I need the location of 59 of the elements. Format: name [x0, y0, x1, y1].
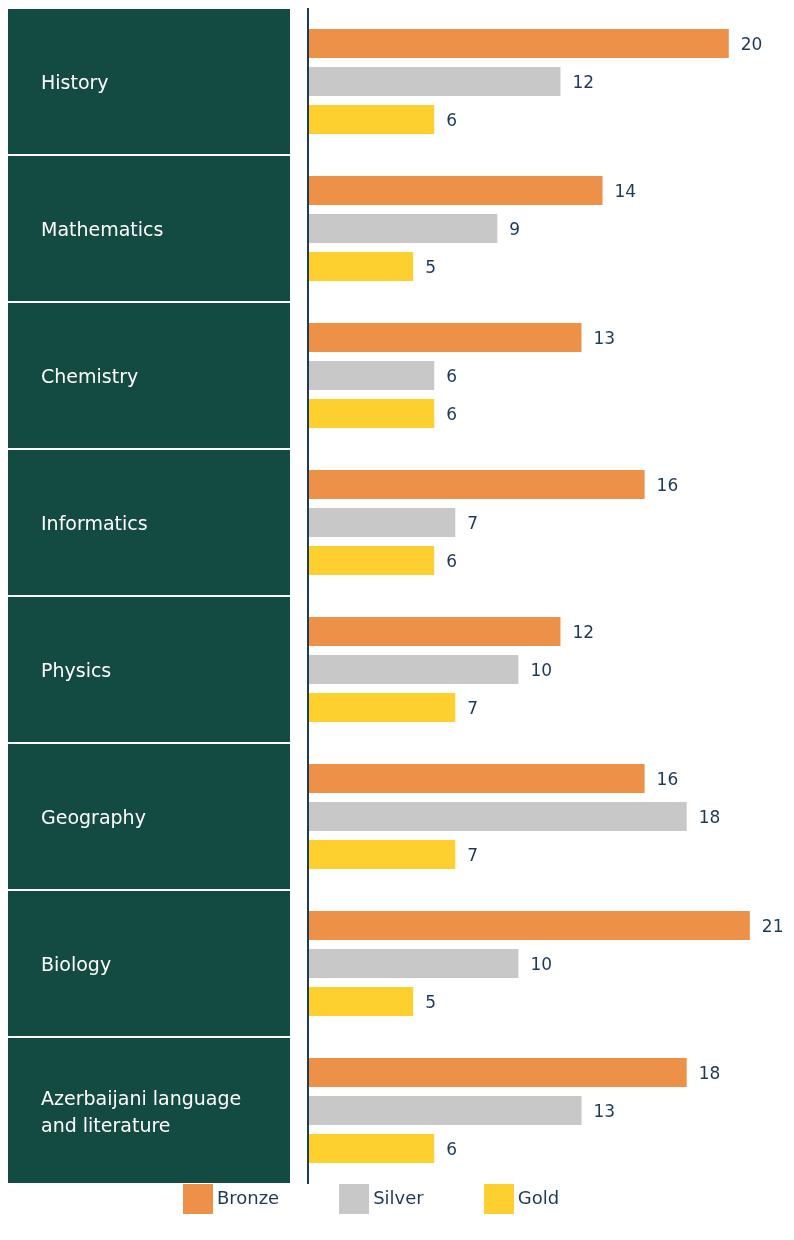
bar [308, 987, 414, 1016]
data-label: 20 [740, 33, 763, 54]
data-label: 6 [446, 1138, 458, 1159]
data-label: 16 [656, 768, 679, 789]
y-tick-label: Physics [41, 658, 112, 681]
data-label: 13 [593, 327, 616, 348]
bar [308, 911, 750, 940]
y-tick-label: Biology [41, 952, 112, 975]
bar [308, 508, 456, 537]
data-label: 6 [446, 365, 458, 386]
data-label: 7 [467, 697, 479, 718]
data-label: 9 [509, 218, 521, 239]
bar [308, 546, 435, 575]
data-label: 6 [446, 550, 458, 571]
data-label: 16 [656, 474, 679, 495]
bar [308, 802, 687, 831]
bar [308, 214, 498, 243]
data-label: 5 [425, 256, 437, 277]
data-label: 5 [425, 991, 437, 1012]
data-label: 18 [698, 1062, 721, 1083]
data-label: 12 [572, 71, 595, 92]
legend-label: Bronze [216, 1187, 280, 1208]
data-label: 14 [614, 180, 637, 201]
bar [308, 323, 582, 352]
data-label: 7 [467, 512, 479, 533]
bar [308, 105, 435, 134]
data-label: 13 [593, 1100, 616, 1121]
legend-label: Silver [373, 1187, 424, 1208]
y-tick-label: History [41, 70, 109, 93]
bar [308, 1134, 435, 1163]
y-tick-label: Geography [41, 805, 146, 828]
y-tick-label: Chemistry [41, 364, 139, 387]
bar [308, 29, 729, 58]
y-tick-label: Mathematics [41, 217, 164, 240]
data-label: 7 [467, 844, 479, 865]
bar [308, 840, 456, 869]
bar [308, 617, 561, 646]
bar [308, 949, 519, 978]
bar [308, 693, 456, 722]
data-label: 6 [446, 109, 458, 130]
data-label: 18 [698, 806, 721, 827]
bar [308, 655, 519, 684]
data-label: 21 [761, 915, 784, 936]
data-label: 6 [446, 403, 458, 424]
bar [308, 67, 561, 96]
bar [308, 764, 645, 793]
bar [308, 399, 435, 428]
bar [308, 252, 414, 281]
data-label: 12 [572, 621, 595, 642]
y-tick-label: Informatics [41, 511, 148, 534]
data-label: 10 [530, 953, 553, 974]
bar [308, 176, 603, 205]
y-tick-label: Azerbaijani language and literature [41, 1086, 242, 1136]
bar [308, 470, 645, 499]
bar [308, 361, 435, 390]
bar [308, 1096, 582, 1125]
data-label: 10 [530, 659, 553, 680]
legend-label: Gold [517, 1187, 560, 1208]
bar [308, 1058, 687, 1087]
